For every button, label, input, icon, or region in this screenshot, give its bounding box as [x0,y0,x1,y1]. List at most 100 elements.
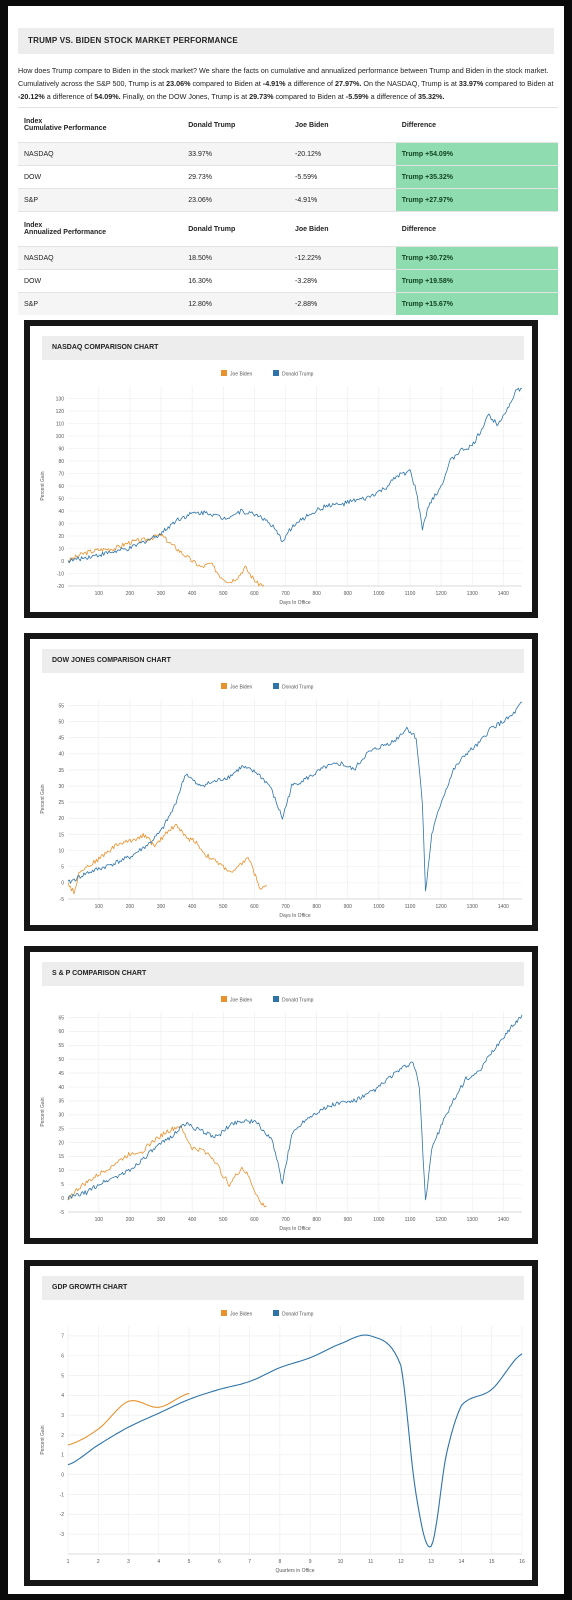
x-tick-label: 13 [428,1559,434,1565]
y-axis-label: Percent Gain [40,1425,46,1454]
chart-title: NASDAQ COMPARISON CHART [52,344,159,351]
y-tick-label: 10 [58,848,64,854]
x-tick-label: 1300 [467,1217,478,1223]
table-cell: DOW [18,269,183,293]
intro-highlight: 33.97% [458,79,484,88]
legend-label: Donald Trump [282,685,314,691]
legend-swatch [221,996,227,1002]
legend-swatch [273,683,279,689]
y-tick-label: 7 [61,1334,64,1340]
x-tick-label: 7 [248,1559,251,1565]
x-tick-label: 4 [157,1559,160,1565]
x-tick-label: 100 [95,591,104,597]
intro-highlight: 29.73% [249,92,274,101]
trump-series-line [67,1334,523,1548]
y-tick-label: 35 [58,1099,64,1105]
y-tick-label: 0 [61,559,64,565]
y-tick-label: -10 [57,571,64,577]
y-tick-label: 20 [58,1140,64,1146]
y-tick-label: 20 [58,534,64,540]
y-tick-label: 6 [61,1354,64,1360]
table-row: S&P 12.80% -2.88% Trump +15.67% [18,292,558,315]
y-tick-label: 4 [61,1393,64,1399]
y-tick-label: 45 [58,736,64,742]
table-cell: -5.59% [289,165,396,189]
y-tick-label: 30 [58,521,64,527]
x-tick-label: 1000 [373,904,384,910]
y-tick-label: 110 [56,421,64,427]
chart-title: DOW JONES COMPARISON CHART [52,657,171,664]
biden-series-line [67,1125,267,1208]
y-tick-label: -3 [60,1532,65,1538]
y-tick-label: 50 [58,1057,64,1063]
table-cell: 29.73% [182,165,290,189]
header-performance-label: Annualized Performance [24,229,107,236]
intro-highlight: 54.09%. [94,92,121,101]
x-tick-label: 1400 [498,904,509,910]
x-tick-label: 9 [309,1559,312,1565]
intro-paragraph: How does Trump compare to Biden in the s… [18,64,558,103]
nasdaq-chart: Joe Biden Donald Trump -20 -10 0 10 20 30 40 50 60… [40,370,523,606]
x-axis-label: Quarters in Office [275,1568,314,1574]
header-cell: Difference [395,107,558,143]
intro-text: compared to Biden at [483,79,554,88]
x-tick-label: 200 [126,1217,135,1223]
legend-swatch [221,370,227,376]
x-tick-label: 1100 [405,904,416,910]
x-tick-label: 12 [398,1559,404,1565]
x-tick-label: 1200 [436,1217,447,1223]
header-index-label: Index [24,222,43,229]
x-tick-label: 3 [127,1559,130,1565]
table-cell: NASDAQ [18,246,183,270]
trump-series-line [67,1014,523,1201]
y-tick-label: 15 [58,1154,64,1160]
table-header-row: Index Annualized Performance Donald Trump J… [18,211,558,247]
chart-title-bar: GDP GROWTH CHART [42,1276,524,1300]
y-tick-label: 25 [58,1126,64,1132]
chart-title-bar: DOW JONES COMPARISON CHART [42,649,524,673]
intro-text: a difference of [285,79,335,88]
y-tick-label: 55 [58,703,64,709]
y-tick-label: 0 [61,1196,64,1202]
x-tick-label: 800 [312,591,321,597]
x-tick-label: 1200 [436,904,447,910]
intro-text: a difference of [44,92,95,101]
x-tick-label: 1000 [373,591,384,597]
y-tick-label: 20 [58,816,64,822]
x-tick-label: 200 [126,591,135,597]
table-cell: 33.97% [182,142,290,166]
intro-highlight: 27.97%. [335,79,362,88]
y-tick-label: -2 [60,1512,65,1518]
x-tick-label: 700 [281,904,290,910]
x-tick-label: 1400 [498,591,509,597]
page-title: TRUMP VS. BIDEN STOCK MARKET PERFORMANCE [28,36,238,45]
biden-series-line [67,1392,190,1446]
table-cell: NASDAQ [18,142,183,166]
y-tick-label: -20 [57,584,64,590]
y-tick-label: 130 [56,396,65,402]
x-tick-label: 1300 [467,904,478,910]
x-tick-label: 200 [126,904,135,910]
table-cell: -2.88% [289,292,396,315]
y-tick-label: 30 [58,784,64,790]
y-tick-label: 40 [58,752,64,758]
table-row: NASDAQ 18.50% -12.22% Trump +30.72% [18,246,558,270]
chart-title: GDP GROWTH CHART [52,1284,128,1291]
x-tick-label: 6 [218,1559,221,1565]
chart-title: S & P COMPARISON CHART [52,970,147,977]
difference-cell: Trump +30.72% [395,246,558,270]
table-cell: DOW [18,165,183,189]
table-cell: 18.50% [182,246,290,270]
chart-title-bar: NASDAQ COMPARISON CHART [42,336,524,360]
table-cell: S&P [18,292,183,315]
x-tick-label: 500 [219,1217,228,1223]
header-cell: Joe Biden [289,107,396,143]
x-tick-label: 700 [281,1217,290,1223]
header-performance-label: Cumulative Performance [24,125,107,132]
table-row: NASDAQ 33.97% -20.12% Trump +54.09% [18,142,558,166]
x-tick-label: 500 [219,591,228,597]
y-tick-label: 90 [58,446,64,452]
x-tick-label: 5 [188,1559,191,1565]
difference-cell: Trump +27.97% [395,188,558,212]
